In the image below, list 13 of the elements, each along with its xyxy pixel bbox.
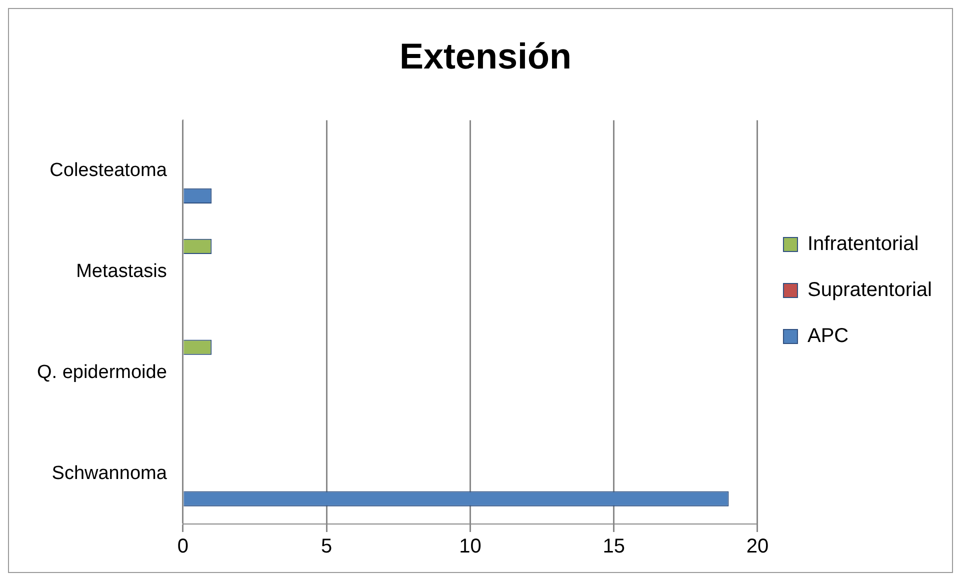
y-tick-label: Schwannoma — [52, 462, 168, 484]
legend-label: Infratentorial — [807, 233, 919, 256]
x-tick-label: 10 — [459, 536, 482, 558]
x-tick-label: 20 — [746, 536, 769, 558]
chart-title: Extensión — [399, 36, 572, 77]
y-tick-label: Metastasis — [76, 260, 167, 282]
y-tick-label: Q. epidermoide — [36, 362, 167, 383]
x-tick-label: 15 — [602, 536, 625, 558]
x-tick-label: 0 — [177, 536, 188, 558]
legend-label: Supratentorial — [807, 279, 932, 302]
x-tick-label: 5 — [320, 536, 332, 558]
legend-label: APC — [807, 325, 849, 348]
y-tick-label: Colesteatoma — [50, 160, 168, 181]
